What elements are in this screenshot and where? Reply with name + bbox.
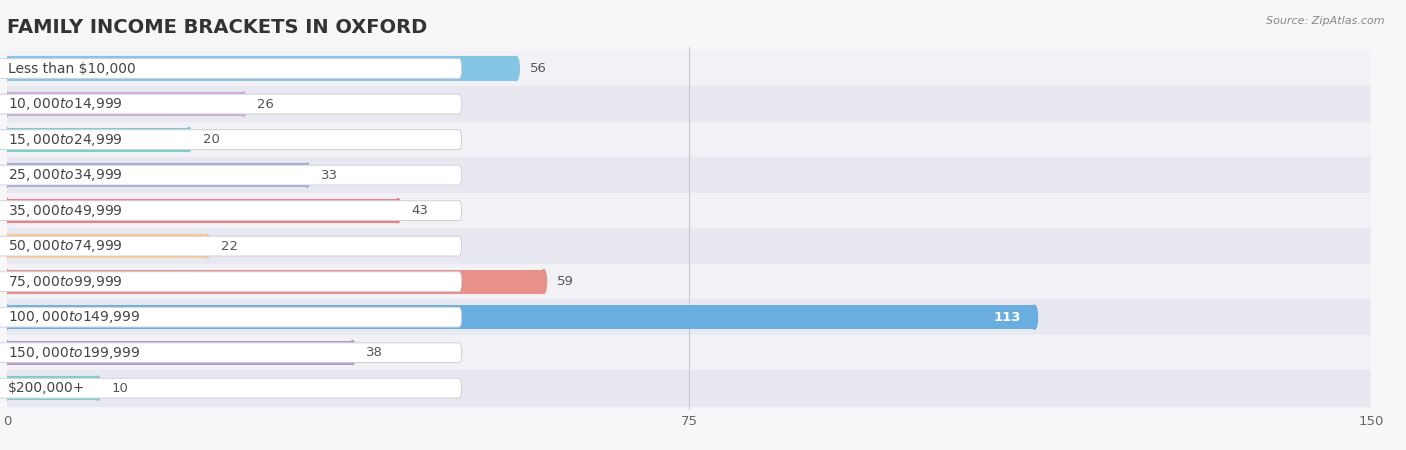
Circle shape bbox=[0, 308, 4, 326]
Text: 20: 20 bbox=[202, 133, 219, 146]
Circle shape bbox=[0, 202, 4, 220]
Text: Less than $10,000: Less than $10,000 bbox=[8, 62, 136, 76]
Text: $35,000 to $49,999: $35,000 to $49,999 bbox=[8, 202, 122, 219]
Circle shape bbox=[4, 92, 10, 116]
Bar bbox=[7, 234, 207, 258]
Circle shape bbox=[540, 270, 547, 294]
Circle shape bbox=[0, 59, 4, 78]
FancyBboxPatch shape bbox=[0, 165, 461, 185]
Bar bbox=[7, 51, 1371, 86]
FancyBboxPatch shape bbox=[0, 343, 461, 363]
Circle shape bbox=[350, 341, 356, 365]
Bar bbox=[7, 370, 1371, 406]
FancyBboxPatch shape bbox=[0, 307, 461, 327]
FancyBboxPatch shape bbox=[0, 94, 461, 114]
Text: 10: 10 bbox=[111, 382, 128, 395]
Text: 22: 22 bbox=[221, 240, 238, 252]
Circle shape bbox=[0, 237, 4, 255]
Bar bbox=[7, 270, 544, 294]
Circle shape bbox=[1032, 305, 1038, 329]
Circle shape bbox=[4, 270, 10, 294]
Text: $15,000 to $24,999: $15,000 to $24,999 bbox=[8, 131, 122, 148]
Text: $10,000 to $14,999: $10,000 to $14,999 bbox=[8, 96, 122, 112]
Text: 43: 43 bbox=[412, 204, 429, 217]
Circle shape bbox=[0, 343, 4, 362]
Text: $200,000+: $200,000+ bbox=[8, 381, 86, 395]
Bar bbox=[7, 264, 1371, 299]
Circle shape bbox=[304, 163, 311, 187]
Circle shape bbox=[4, 234, 10, 258]
Text: 56: 56 bbox=[530, 62, 547, 75]
Circle shape bbox=[0, 95, 4, 113]
Bar bbox=[7, 86, 1371, 122]
Circle shape bbox=[94, 376, 101, 400]
Bar bbox=[7, 198, 398, 223]
Text: $75,000 to $99,999: $75,000 to $99,999 bbox=[8, 274, 122, 290]
Bar bbox=[7, 228, 1371, 264]
Circle shape bbox=[4, 305, 10, 329]
Bar bbox=[7, 193, 1371, 228]
FancyBboxPatch shape bbox=[0, 272, 461, 292]
FancyBboxPatch shape bbox=[0, 201, 461, 220]
Bar bbox=[7, 92, 243, 116]
Bar bbox=[7, 376, 98, 400]
Circle shape bbox=[395, 198, 401, 223]
Circle shape bbox=[4, 127, 10, 152]
FancyBboxPatch shape bbox=[0, 58, 461, 78]
Circle shape bbox=[4, 57, 10, 81]
FancyBboxPatch shape bbox=[0, 378, 461, 398]
Bar bbox=[7, 127, 188, 152]
Circle shape bbox=[4, 376, 10, 400]
Text: 33: 33 bbox=[321, 169, 337, 182]
Bar bbox=[7, 299, 1371, 335]
Circle shape bbox=[204, 234, 209, 258]
Text: FAMILY INCOME BRACKETS IN OXFORD: FAMILY INCOME BRACKETS IN OXFORD bbox=[7, 18, 427, 37]
Circle shape bbox=[240, 92, 246, 116]
Text: $50,000 to $74,999: $50,000 to $74,999 bbox=[8, 238, 122, 254]
Circle shape bbox=[513, 57, 519, 81]
Bar bbox=[7, 163, 307, 187]
Text: 59: 59 bbox=[557, 275, 574, 288]
Bar bbox=[7, 335, 1371, 370]
Text: 113: 113 bbox=[993, 310, 1021, 324]
Circle shape bbox=[0, 166, 4, 184]
Text: $150,000 to $199,999: $150,000 to $199,999 bbox=[8, 345, 141, 361]
Circle shape bbox=[4, 341, 10, 365]
Text: $25,000 to $34,999: $25,000 to $34,999 bbox=[8, 167, 122, 183]
Bar bbox=[7, 57, 516, 81]
Circle shape bbox=[0, 130, 4, 148]
Bar bbox=[7, 305, 1035, 329]
Circle shape bbox=[0, 273, 4, 291]
Text: 26: 26 bbox=[257, 98, 274, 111]
Circle shape bbox=[0, 379, 4, 397]
Circle shape bbox=[4, 198, 10, 223]
Bar bbox=[7, 341, 353, 365]
Circle shape bbox=[186, 127, 193, 152]
Circle shape bbox=[4, 163, 10, 187]
Text: 38: 38 bbox=[366, 346, 382, 359]
FancyBboxPatch shape bbox=[0, 130, 461, 149]
FancyBboxPatch shape bbox=[0, 236, 461, 256]
Bar bbox=[7, 122, 1371, 158]
Bar bbox=[7, 158, 1371, 193]
Text: Source: ZipAtlas.com: Source: ZipAtlas.com bbox=[1267, 16, 1385, 26]
Text: $100,000 to $149,999: $100,000 to $149,999 bbox=[8, 309, 141, 325]
